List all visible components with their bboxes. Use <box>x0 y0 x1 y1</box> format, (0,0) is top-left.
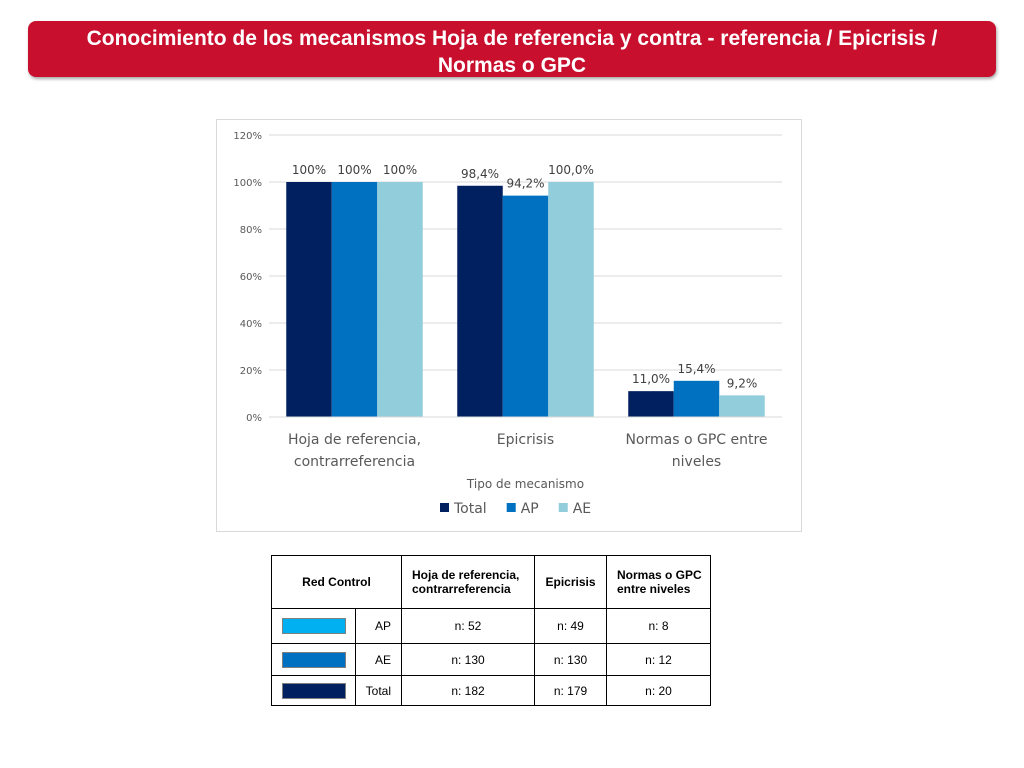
bar-ap <box>673 380 720 417</box>
data-label: 11,0% <box>632 372 670 386</box>
table-header-red-control: Red Control <box>271 555 402 609</box>
data-label: 15,4% <box>677 362 715 376</box>
page-title: Conocimiento de los mecanismos Hoja de r… <box>86 27 938 77</box>
data-label: 100% <box>383 163 417 177</box>
table-cell-hoja: n: 182 <box>401 675 535 706</box>
table-swatch-cell <box>271 608 356 644</box>
table-group-cell: Total <box>355 675 402 706</box>
bar-chart: 0% 20% 40% 60% 80% 100% 120% 100% 98,4% 11,0% 100%… <box>233 131 782 517</box>
legend-swatch-ae <box>558 503 568 512</box>
category-label: niveles <box>672 454 721 470</box>
y-tick-label: 40% <box>240 319 262 330</box>
y-tick-label: 0% <box>246 413 262 424</box>
y-tick-label: 80% <box>240 225 262 236</box>
bar-ae <box>719 395 765 417</box>
table-swatch-cell <box>271 675 356 706</box>
y-tick-label: 120% <box>233 131 262 142</box>
color-swatch-ae <box>281 651 346 668</box>
table-cell-normas: n: 12 <box>606 643 711 676</box>
table-header-row: Red Control Hoja de referencia, contrarr… <box>271 555 711 609</box>
data-label: 100% <box>292 163 326 177</box>
data-label: 9,2% <box>727 376 758 390</box>
bar-total <box>457 185 503 417</box>
category-label: Epicrisis <box>497 432 554 448</box>
table-group-cell: AP <box>355 608 402 644</box>
bar-total <box>286 182 332 417</box>
table-cell-epicrisis: n: 130 <box>534 643 607 676</box>
x-axis-title: Tipo de mecanismo <box>466 477 584 491</box>
data-label: 100,0% <box>548 163 594 177</box>
category-label: contrarreferencia <box>294 454 415 470</box>
y-tick-label: 100% <box>233 178 262 189</box>
bar-ae <box>377 182 423 417</box>
legend-swatch-ap <box>506 503 516 512</box>
table-cell-hoja: n: 130 <box>401 643 535 676</box>
table-group-cell: AE <box>355 643 402 676</box>
page-title-banner: Conocimiento de los mecanismos Hoja de r… <box>28 21 996 77</box>
bar-ap <box>331 182 378 417</box>
bar-ap <box>502 195 549 417</box>
y-tick-label: 20% <box>240 366 262 377</box>
category-label: Hoja de referencia, <box>288 432 421 448</box>
table-row: Total n: 182 n: 179 n: 20 <box>271 675 711 706</box>
category-label: Normas o GPC entre <box>625 432 767 448</box>
color-swatch-total <box>281 682 346 699</box>
legend-swatch-total <box>440 503 449 512</box>
bar-ae <box>548 182 594 417</box>
data-label: 94,2% <box>506 177 544 191</box>
table-swatch-cell <box>271 643 356 676</box>
table-row: AE n: 130 n: 130 n: 12 <box>271 643 711 676</box>
table-cell-epicrisis: n: 179 <box>534 675 607 706</box>
table-header-hoja: Hoja de referencia, contrarreferencia <box>401 555 535 609</box>
table-row: AP n: 52 n: 49 n: 8 <box>271 608 711 644</box>
table-cell-normas: n: 20 <box>606 675 711 706</box>
table-cell-normas: n: 8 <box>606 608 711 644</box>
table-cell-epicrisis: n: 49 <box>534 608 607 644</box>
y-tick-label: 60% <box>240 272 262 283</box>
legend-label: AE <box>573 501 591 517</box>
legend-label: AP <box>521 501 539 517</box>
bar-total <box>628 391 674 417</box>
control-table: Red Control Hoja de referencia, contrarr… <box>271 555 711 706</box>
data-label: 98,4% <box>461 167 499 181</box>
table-header-normas: Normas o GPC entre niveles <box>606 555 711 609</box>
table-header-epicrisis: Epicrisis <box>534 555 607 609</box>
data-label: 100% <box>337 163 371 177</box>
table-cell-hoja: n: 52 <box>401 608 535 644</box>
legend-label: Total <box>453 501 487 517</box>
color-swatch-ap <box>281 618 346 634</box>
